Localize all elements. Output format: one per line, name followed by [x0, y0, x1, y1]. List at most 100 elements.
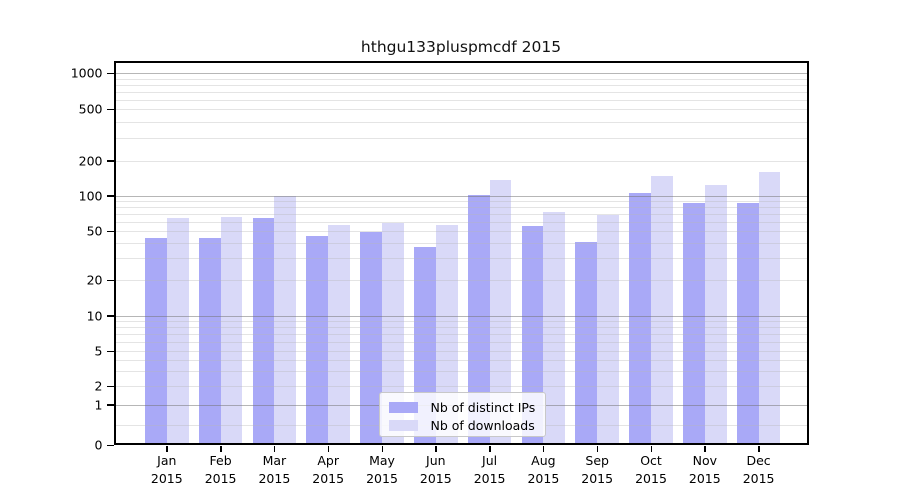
x-tick-label-oct: Oct 2015: [621, 452, 681, 487]
legend: Nb of distinct IPs Nb of downloads: [378, 392, 546, 437]
x-tick-label-sep: Sep 2015: [567, 452, 627, 487]
legend-item-distinct-ips: Nb of distinct IPs: [388, 400, 545, 415]
gridline-7: [113, 333, 809, 335]
bar-downloads-may: [382, 223, 404, 445]
x-tick-label-jul: Jul 2015: [460, 452, 520, 487]
y-tick-label-1: 1: [94, 397, 103, 412]
bar-downloads-nov: [704, 185, 727, 445]
bar-downloads-dec: [758, 172, 781, 445]
gridline-80: [113, 206, 809, 208]
bar-distinct-ips-mar: [252, 218, 275, 445]
gridline-600: [113, 99, 809, 101]
y-tick-0: [106, 444, 114, 446]
bar-downloads-sep: [597, 215, 619, 445]
legend-label-downloads: Nb of downloads: [430, 418, 535, 433]
gridline-10: [113, 315, 809, 317]
gridline-100: [113, 195, 809, 197]
y-tick-label-10: 10: [86, 308, 103, 323]
gridline-1000: [113, 73, 809, 74]
x-tick-label-nov: Nov 2015: [675, 452, 735, 487]
x-tick-aug: [542, 446, 545, 452]
gridline-20: [113, 280, 809, 281]
gridline-50: [113, 231, 809, 232]
bar-downloads-jan: [166, 218, 189, 445]
month-label: May: [369, 453, 395, 468]
y-tick-label-500: 500: [78, 101, 103, 117]
x-tick-jun: [435, 446, 437, 452]
gridline-8: [113, 326, 809, 328]
month-label: Jun: [426, 453, 446, 468]
bar-distinct-ips-apr: [306, 235, 329, 445]
y-tick-label-50: 50: [86, 223, 103, 239]
year-label: 2015: [688, 470, 721, 486]
gridline-700: [113, 91, 809, 93]
gridline-200: [113, 160, 809, 162]
y-tick-5: [106, 350, 114, 352]
bar-downloads-oct: [651, 176, 673, 445]
gridline-30: [113, 258, 809, 260]
gridline-60: [113, 221, 809, 223]
month-label: Sep: [585, 453, 609, 468]
bar-distinct-ips-nov: [683, 203, 705, 445]
x-tick-apr: [327, 446, 330, 452]
y-tick-2: [106, 385, 114, 387]
month-label: Jan: [157, 453, 177, 468]
gridline-800: [113, 84, 809, 86]
month-label: Jul: [482, 453, 498, 468]
gridline-9: [113, 320, 809, 322]
x-tick-label-jan: Jan 2015: [137, 452, 197, 487]
legend-label-distinct-ips: Nb of distinct IPs: [430, 400, 536, 415]
bar-downloads-jun: [435, 225, 458, 445]
bar-downloads-jul: [489, 180, 512, 445]
year-label: 2015: [258, 470, 291, 486]
year-label: 2015: [527, 470, 560, 486]
y-tick-label-200: 200: [78, 153, 103, 168]
y-tick-1000: [106, 72, 114, 74]
bar-downloads-aug: [543, 211, 566, 445]
year-label: 2015: [742, 470, 775, 486]
bar-distinct-ips-sep: [575, 241, 598, 445]
chart-title: hthgu133pluspmcdf 2015: [360, 38, 562, 56]
x-tick-label-jun: Jun 2015: [406, 452, 466, 487]
y-tick-100: [106, 195, 114, 197]
bar-distinct-ips-oct: [629, 192, 651, 445]
legend-swatch-distinct-ips: [388, 402, 418, 413]
gridline-70: [113, 213, 809, 215]
gridline-5: [113, 351, 809, 352]
gridline-400: [113, 121, 809, 123]
gridline-3: [113, 370, 809, 372]
x-tick-jul: [489, 446, 491, 452]
gridline-6: [113, 341, 809, 343]
gridline-500: [113, 109, 809, 110]
x-tick-oct: [650, 446, 652, 452]
bar-distinct-ips-may: [360, 232, 382, 445]
x-tick-mar: [273, 446, 276, 452]
month-label: Aug: [531, 453, 556, 468]
gridline-90: [113, 200, 809, 202]
gridline-2: [113, 386, 809, 387]
gridline-900: [113, 78, 809, 80]
y-tick-20: [106, 279, 114, 281]
bar-distinct-ips-jan: [145, 237, 167, 445]
month-label: Feb: [209, 453, 232, 468]
year-label: 2015: [473, 470, 506, 486]
year-label: 2015: [312, 470, 345, 486]
y-tick-50: [106, 230, 114, 232]
year-label: 2015: [150, 470, 183, 486]
month-label: Dec: [746, 453, 771, 468]
x-tick-may: [381, 446, 383, 452]
y-tick-1: [106, 404, 114, 406]
x-tick-label-dec: Dec 2015: [729, 452, 789, 487]
legend-swatch-downloads: [388, 420, 418, 431]
month-label: Apr: [317, 453, 339, 468]
x-tick-label-may: May 2015: [352, 452, 412, 487]
x-tick-sep: [596, 446, 599, 452]
year-label: 2015: [581, 470, 614, 486]
x-tick-label-feb: Feb 2015: [191, 452, 251, 487]
year-label: 2015: [366, 470, 398, 486]
y-tick-10: [106, 315, 114, 317]
y-tick-label-100: 100: [78, 188, 103, 203]
year-label: 2015: [419, 470, 452, 486]
y-tick-label-0: 0: [94, 437, 103, 453]
